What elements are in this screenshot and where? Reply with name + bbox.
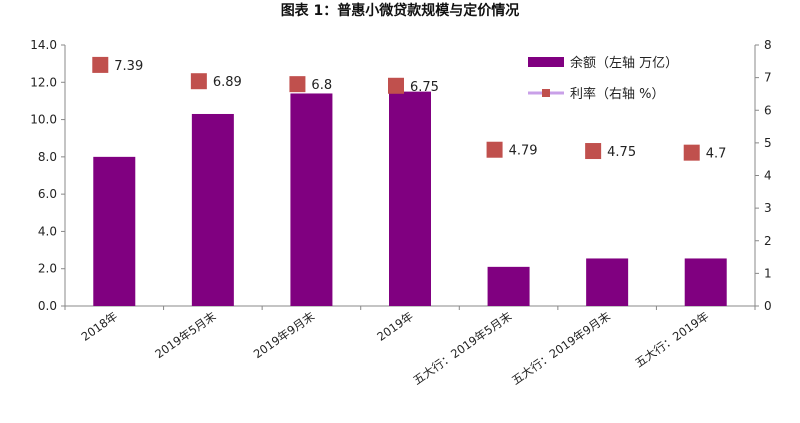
- legend-rate-marker: [542, 89, 550, 97]
- rate-data-label: 6.8: [311, 78, 332, 93]
- right-tick-label: 4: [764, 169, 772, 183]
- left-tick-label: 12.0: [30, 75, 57, 89]
- rate-marker: [190, 73, 207, 90]
- category-label: 2019年: [374, 309, 415, 344]
- rate-marker: [585, 143, 602, 160]
- rate-marker: [683, 144, 700, 161]
- legend-rate-label: 利率（右轴 %）: [570, 86, 665, 102]
- rate-data-label: 6.89: [213, 75, 242, 90]
- legend-bar-label: 余额（左轴 万亿）: [570, 55, 678, 71]
- right-tick-label: 3: [764, 201, 772, 215]
- rate-data-label: 4.7: [706, 147, 727, 162]
- rate-marker: [92, 56, 109, 73]
- left-tick-label: 6.0: [38, 187, 57, 201]
- rate-data-label: 4.79: [509, 144, 538, 159]
- right-tick-label: 1: [764, 266, 772, 280]
- category-label: 2018年: [79, 309, 120, 344]
- balance-bar: [93, 156, 136, 306]
- category-label: 2019年9月末: [251, 309, 318, 362]
- right-tick-label: 5: [764, 136, 772, 150]
- left-tick-label: 4.0: [38, 224, 57, 238]
- rate-series: 7.39 6.89 6.8 6.75 4.79 4.75 4.7: [92, 56, 727, 162]
- balance-bar: [487, 266, 530, 306]
- category-label: 五大行：2019年: [632, 309, 711, 370]
- left-tick-label: 10.0: [30, 113, 57, 127]
- axes: 0.0 2.0 4.0 6.0 8.0 10.0 12.0 14.0 0 1 2 3 4 5 6 7 8: [30, 38, 771, 313]
- legend-bar-swatch: [528, 57, 564, 67]
- balance-bar: [684, 258, 727, 306]
- category-labels: 2018年 2019年5月末 2019年9月末 2019年五大行：2019年5月末五大…: [79, 309, 712, 388]
- right-tick-label: 6: [764, 103, 772, 117]
- category-label: 五大行：2019年5月末: [410, 309, 514, 388]
- right-tick-label: 8: [764, 38, 772, 52]
- balance-bar: [191, 113, 234, 306]
- left-tick-label: 8.0: [38, 150, 57, 164]
- rate-marker: [388, 77, 404, 94]
- legend: 余额（左轴 万亿） 利率（右轴 %）: [528, 55, 678, 102]
- right-tick-label: 2: [764, 234, 772, 248]
- left-tick-label: 14.0: [30, 38, 57, 52]
- right-tick-label: 0: [764, 299, 772, 313]
- rate-data-label: 7.39: [114, 59, 143, 74]
- balance-bar: [389, 91, 431, 306]
- right-tick-label: 7: [764, 71, 772, 85]
- rate-data-label: 4.75: [607, 145, 636, 160]
- left-tick-label: 2.0: [38, 262, 57, 276]
- rate-marker: [486, 141, 503, 158]
- rate-data-label: 6.75: [410, 80, 439, 95]
- chart-title: 图表 1：普惠小微贷款规模与定价情况: [280, 3, 520, 19]
- category-label: 五大行：2019年9月末: [509, 309, 613, 388]
- rate-marker: [289, 76, 306, 93]
- category-label: 2019年5月末: [152, 309, 219, 362]
- left-tick-label: 0.0: [38, 299, 57, 313]
- balance-bar: [586, 258, 629, 306]
- balance-bar: [290, 93, 333, 306]
- bar-series: [93, 91, 727, 306]
